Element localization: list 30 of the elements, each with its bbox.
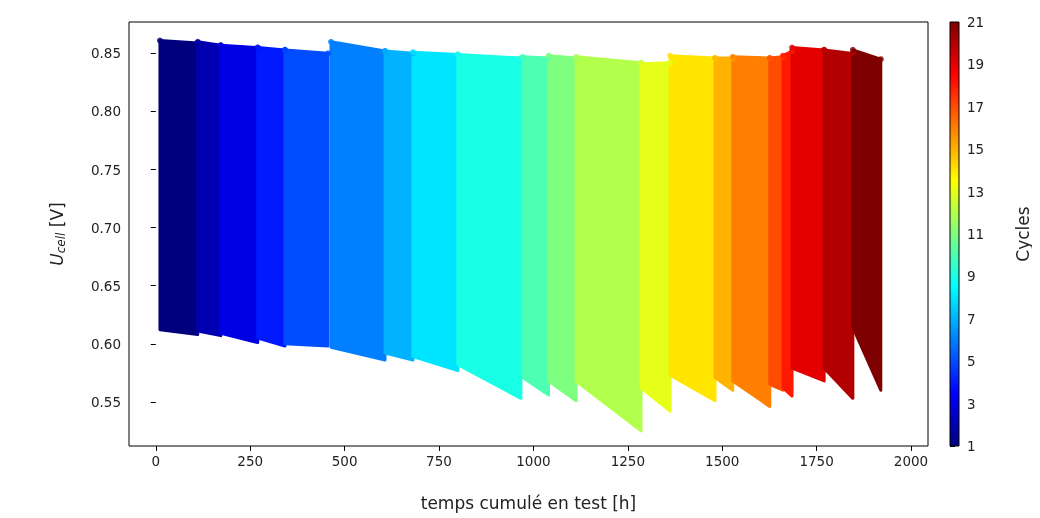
- x-tick-label: 750: [426, 453, 452, 469]
- color-bar-label: 13: [967, 183, 985, 200]
- x-tick-label: 1000: [516, 453, 551, 469]
- y-tick-label: 0.70: [90, 219, 121, 236]
- color-bar-label: 3: [967, 395, 976, 412]
- y-tick-label: 0.85: [90, 45, 121, 62]
- y-tick-label: 0.80: [90, 103, 121, 120]
- x-axis-title: temps cumulé en test [h]: [420, 492, 637, 513]
- color-bar-label: 19: [967, 56, 985, 73]
- x-tick-label: 2000: [893, 453, 929, 469]
- x-tick-label: 1750: [799, 453, 834, 469]
- x-tick-label: 1250: [610, 453, 645, 469]
- x-tick-label: 250: [237, 453, 264, 469]
- x-tick-label: 1500: [705, 453, 740, 469]
- color-bar-label: 17: [967, 98, 985, 115]
- color-bar-label: 21: [967, 14, 985, 30]
- x-tick-label: 500: [331, 453, 358, 469]
- color-bar-label: 1: [967, 438, 976, 454]
- color-bar-title: Cycles: [1012, 206, 1033, 262]
- color-bar-label: 11: [967, 226, 985, 242]
- y-tick-label: 0.75: [90, 161, 121, 178]
- y-tick-label: 0.60: [90, 335, 121, 352]
- color-bar-label: 9: [967, 268, 976, 285]
- y-axis-title: Ucell [V]: [47, 202, 68, 266]
- x-tick-label: 0: [151, 453, 161, 469]
- y-tick-label: 0.65: [90, 277, 121, 294]
- color-bar-label: 15: [967, 141, 985, 158]
- color-bar-label: 5: [967, 353, 976, 370]
- y-tick-label: 0.55: [90, 393, 121, 410]
- color-bar-label: 7: [967, 310, 976, 327]
